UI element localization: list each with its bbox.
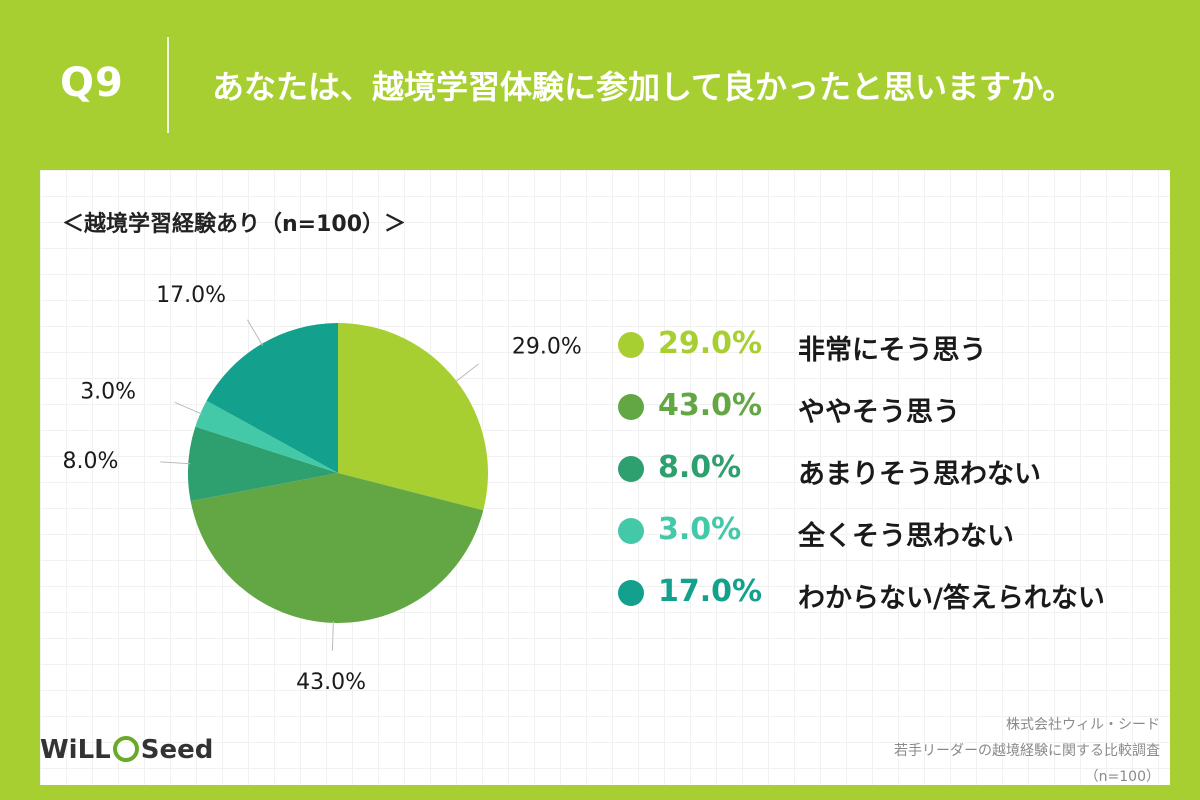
pie-slice-strongly-agree (338, 323, 488, 511)
sprout-logo-icon (112, 736, 139, 762)
logo-prefix: WiLL (40, 735, 111, 765)
legend-item-somewhat-disagree: 8.0% あまりそう思わない (618, 442, 1178, 504)
leader-line-strongly-agree (454, 363, 479, 383)
credit-sample: （n=100） (1084, 769, 1160, 785)
legend-dot-icon (618, 580, 644, 606)
data-label-strongly-disagree: 3.0% (80, 379, 136, 404)
legend-dot-icon (618, 332, 644, 358)
legend-item-strongly-disagree: 3.0% 全くそう思わない (618, 504, 1178, 566)
legend-value: 3.0% (658, 512, 742, 547)
credit-survey: 若手リーダーの越境経験に関する比較調査 (894, 743, 1160, 759)
legend-label: ややそう思う (798, 397, 960, 428)
data-label-somewhat-agree: 43.0% (296, 670, 366, 695)
logo-suffix: Seed (140, 735, 214, 765)
legend-item-strongly-agree: 29.0% 非常にそう思う (618, 318, 1178, 380)
legend-value: 8.0% (658, 450, 742, 485)
legend-dot-icon (618, 518, 644, 544)
willseed-logo: WiLL Seed (40, 735, 213, 765)
leader-line-strongly-disagree (174, 401, 203, 415)
pie-slice-somewhat-agree (190, 473, 484, 624)
question-title: あなたは、越境学習体験に参加して良かったと思いますか。 (212, 68, 1075, 106)
chart-legend: 29.0% 非常にそう思う 43.0% ややそう思う 8.0% あまりそう思わない 3.0%… (618, 318, 1178, 628)
data-label-strongly-agree: 29.0% (512, 335, 582, 360)
data-label-somewhat-disagree: 8.0% (63, 449, 119, 474)
legend-label: 全くそう思わない (798, 521, 1014, 552)
legend-item-dont-know: 17.0% わからない/答えられない (618, 566, 1178, 628)
chart-subtitle: ＜越境学習経験あり（n=100）＞ (62, 212, 407, 237)
header: Q9 あなたは、越境学習体験に参加して良かったと思いますか。 (0, 0, 1200, 170)
leader-line-somewhat-agree (331, 620, 334, 651)
data-label-dont-know: 17.0% (156, 283, 226, 308)
leader-line-dont-know (246, 319, 264, 346)
legend-item-somewhat-agree: 43.0% ややそう思う (618, 380, 1178, 442)
legend-label: 非常にそう思う (798, 335, 987, 366)
pie-slice-somewhat-disagree (187, 426, 338, 502)
pie-slice-strongly-disagree (195, 400, 338, 473)
question-number: Q9 (60, 60, 124, 106)
legend-dot-icon (618, 456, 644, 482)
credit-company: 株式会社ウィル・シード (1006, 717, 1160, 733)
pie-slice-dont-know (206, 323, 338, 473)
legend-value: 29.0% (658, 326, 763, 361)
legend-label: わからない/答えられない (798, 583, 1105, 614)
legend-label: あまりそう思わない (798, 459, 1041, 490)
leader-line-somewhat-disagree (160, 461, 191, 465)
legend-value: 17.0% (658, 574, 763, 609)
legend-value: 43.0% (658, 388, 763, 423)
source-credit: 株式会社ウィル・シード 若手リーダーの越境経験に関する比較調査 （n=100） (894, 712, 1160, 790)
header-divider (167, 37, 169, 133)
legend-dot-icon (618, 394, 644, 420)
